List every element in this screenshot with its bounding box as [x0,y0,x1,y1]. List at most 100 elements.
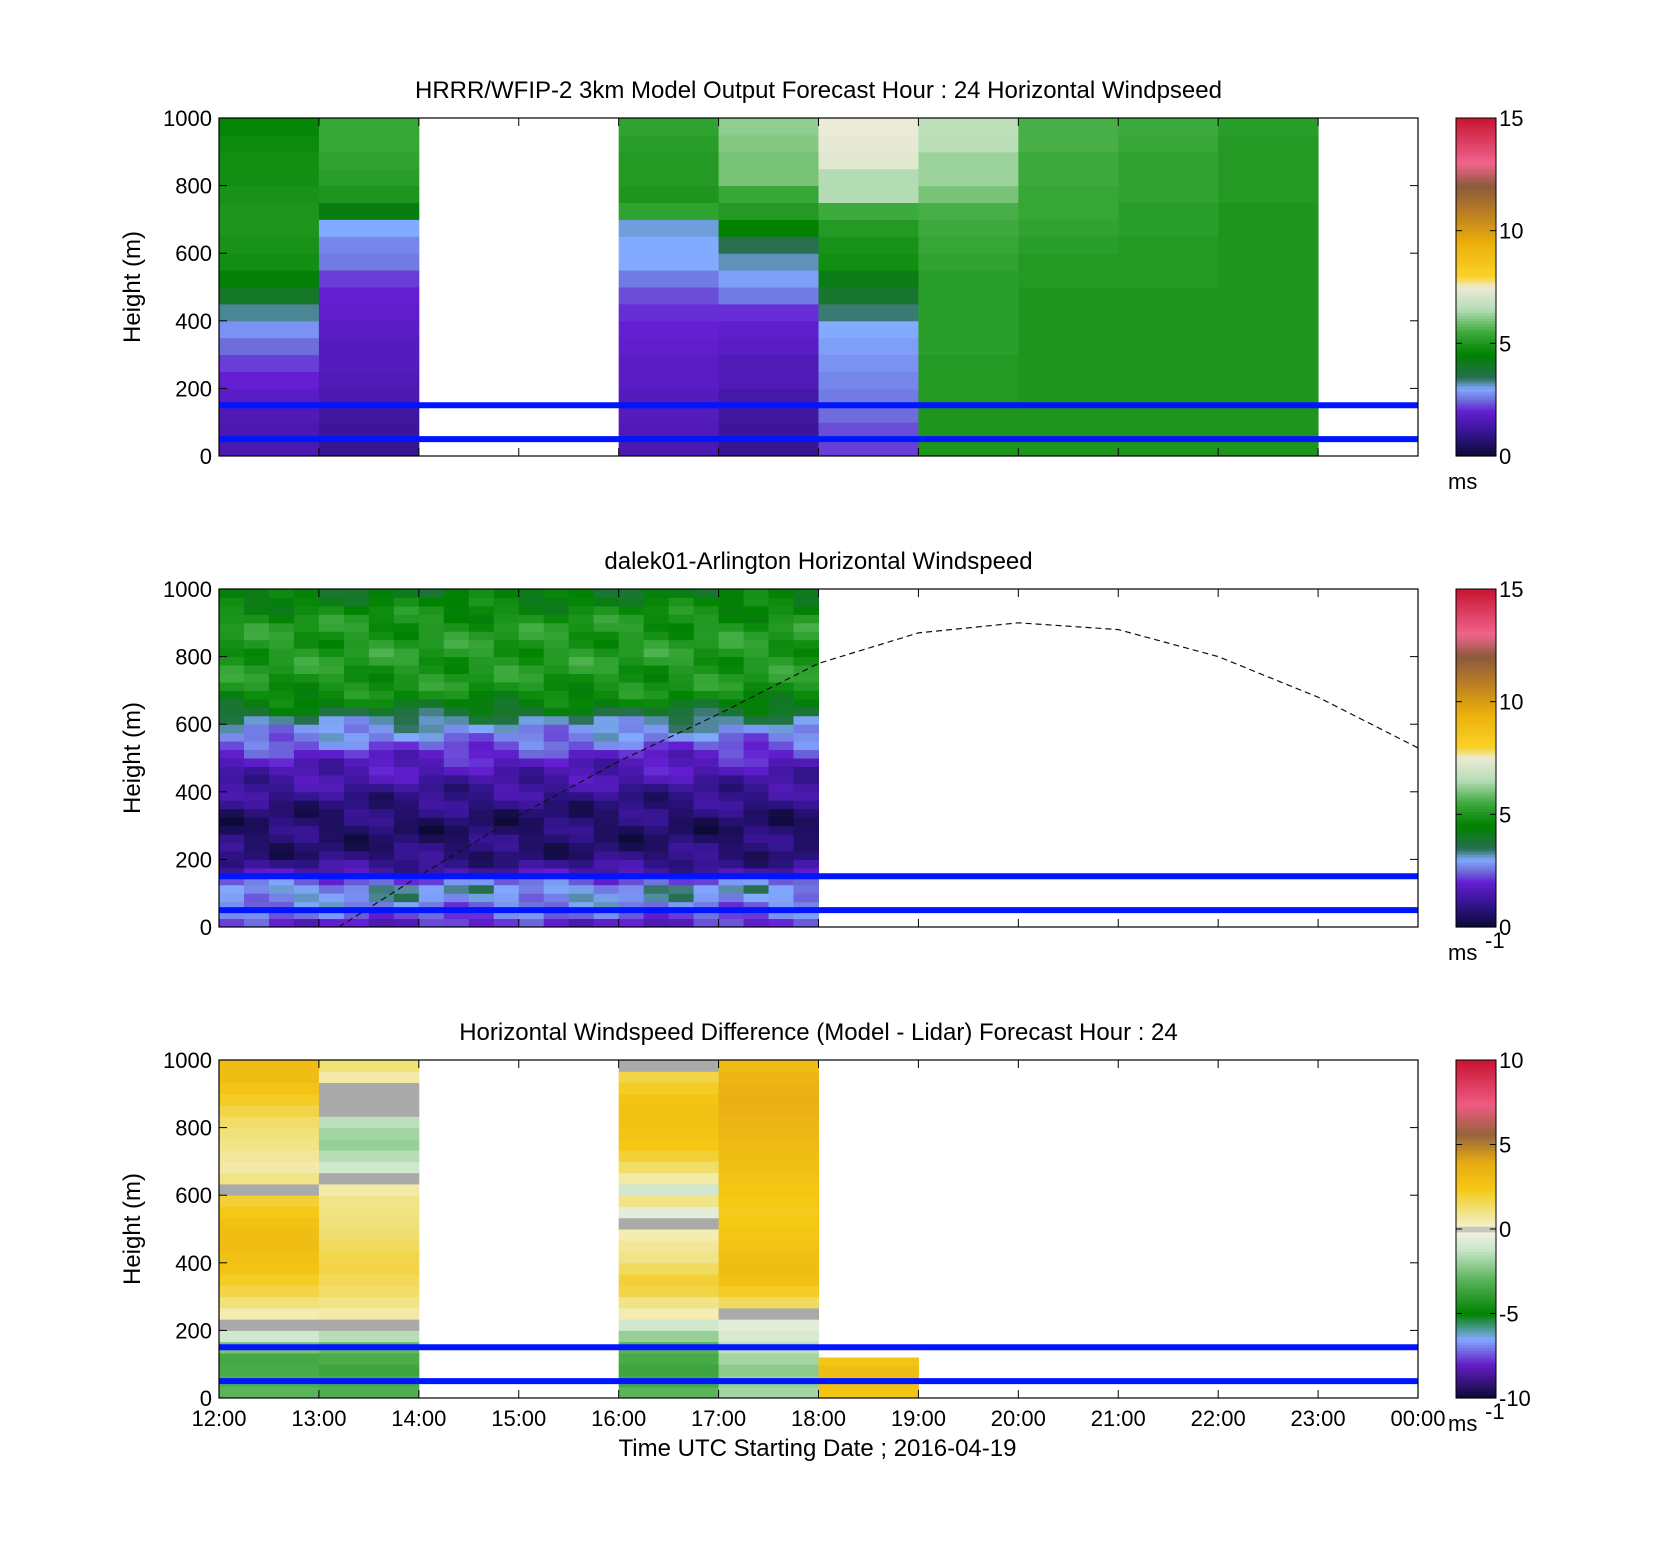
lidar-cell [743,665,770,674]
heat-cell [318,1364,420,1376]
lidar-cell [493,918,520,928]
heat-cell [318,236,420,254]
colorbar-segment [1456,1150,1496,1154]
lidar-cell [268,622,295,632]
lidar-cell [793,597,819,607]
colorbar-segment [1456,1136,1496,1140]
heat-cell [318,1150,420,1162]
colorbar-segment [1456,241,1496,246]
colorbar-segment [1456,1065,1496,1070]
lidar-cell [568,859,595,869]
colorbar-segment [1456,743,1496,748]
lidar-cell [468,732,495,742]
colorbar-segment [1456,1107,1496,1112]
lidar-cell [793,850,819,860]
heat-cell [318,1262,420,1275]
heat-cell [1218,202,1319,220]
lidar-cell [693,867,720,877]
heat-cell [718,1386,819,1399]
colorbar-segment [1456,1138,1496,1143]
lidar-cell [743,741,770,751]
lidar-cell [293,732,320,742]
lidar-cell [618,910,645,920]
heat-cell [718,1285,819,1298]
heat-cell [219,1105,320,1117]
lidar-cell [368,589,395,598]
lidar-cell [618,817,645,827]
lidar-cell [618,884,645,894]
colorbar-segment [1456,817,1496,821]
lidar-cell [593,834,620,843]
heat-cell [219,1138,320,1151]
lidar-cell [643,698,670,708]
lidar-cell [693,614,720,624]
lidar-cell [568,698,595,708]
lidar-cell [343,850,370,860]
colorbar-segment [1456,850,1496,855]
lidar-cell [468,783,495,793]
lidar-cell [468,774,495,784]
lidar-cell [743,732,770,742]
lidar-cell [618,589,645,598]
panel-title: dalek01-Arlington Horizontal Windspeed [604,548,1032,575]
x-tick-label: 15:00 [491,1406,546,1431]
lidar-cell [468,876,495,886]
heat-cell [219,202,320,220]
lidar-cell [443,808,470,818]
lidar-cell [268,741,295,751]
heat-cell [318,1386,420,1399]
colorbar-segment [1456,174,1496,178]
lidar-cell [668,698,695,708]
lidar-cell [343,817,370,827]
heat-cell [318,270,420,288]
heat-cell [818,118,919,136]
lidar-cell [219,597,245,607]
colorbar-segment [1456,738,1496,742]
lidar-cell [643,656,670,666]
lidar-cell [668,631,695,641]
colorbar-segment [1456,1206,1496,1210]
heat-cell [219,1285,320,1298]
heat-cell [718,202,819,220]
lidar-cell [243,749,270,759]
colorbar-segment [1456,791,1496,796]
lidar-cell [793,834,819,843]
colorbar-segment [1456,904,1496,908]
lidar-cell [643,639,670,649]
lidar-cell [793,893,819,903]
lidar-cell [368,597,395,607]
lidar-cell [743,808,770,818]
heat-cell [918,185,1019,203]
heat-cell [618,439,720,457]
lidar-cell [243,876,270,886]
lidar-cell [343,876,370,886]
colorbar-segment [1456,760,1496,765]
lidar-cell [693,698,720,708]
lidar-cell [219,656,245,666]
heat-cell [318,253,420,271]
heat-cell [618,1172,720,1185]
lidar-cell [768,597,795,607]
lidar-cell [318,867,345,877]
lidar-cell [668,834,695,843]
colorbar-segment [1456,416,1496,420]
lidar-cell [743,758,770,767]
colorbar-segment [1456,225,1496,229]
y-axis-label: Height (m) [119,702,146,814]
lidar-cell [468,707,495,717]
lidar-cell [418,825,445,835]
heat-cell [219,1071,320,1084]
lidar-cell [318,842,345,852]
heat-cell [219,388,320,406]
lidar-cell [593,842,620,852]
colorbar-segment [1456,1088,1496,1092]
lidar-cell [243,681,270,691]
lidar-cell [493,665,520,674]
colorbar-segment [1456,884,1496,889]
lidar-cell [468,673,495,683]
lidar-cell [293,597,320,607]
heat-cell [618,337,720,356]
lidar-cell [543,901,570,911]
lidar-cell [668,910,695,920]
lidar-cell [793,698,819,708]
